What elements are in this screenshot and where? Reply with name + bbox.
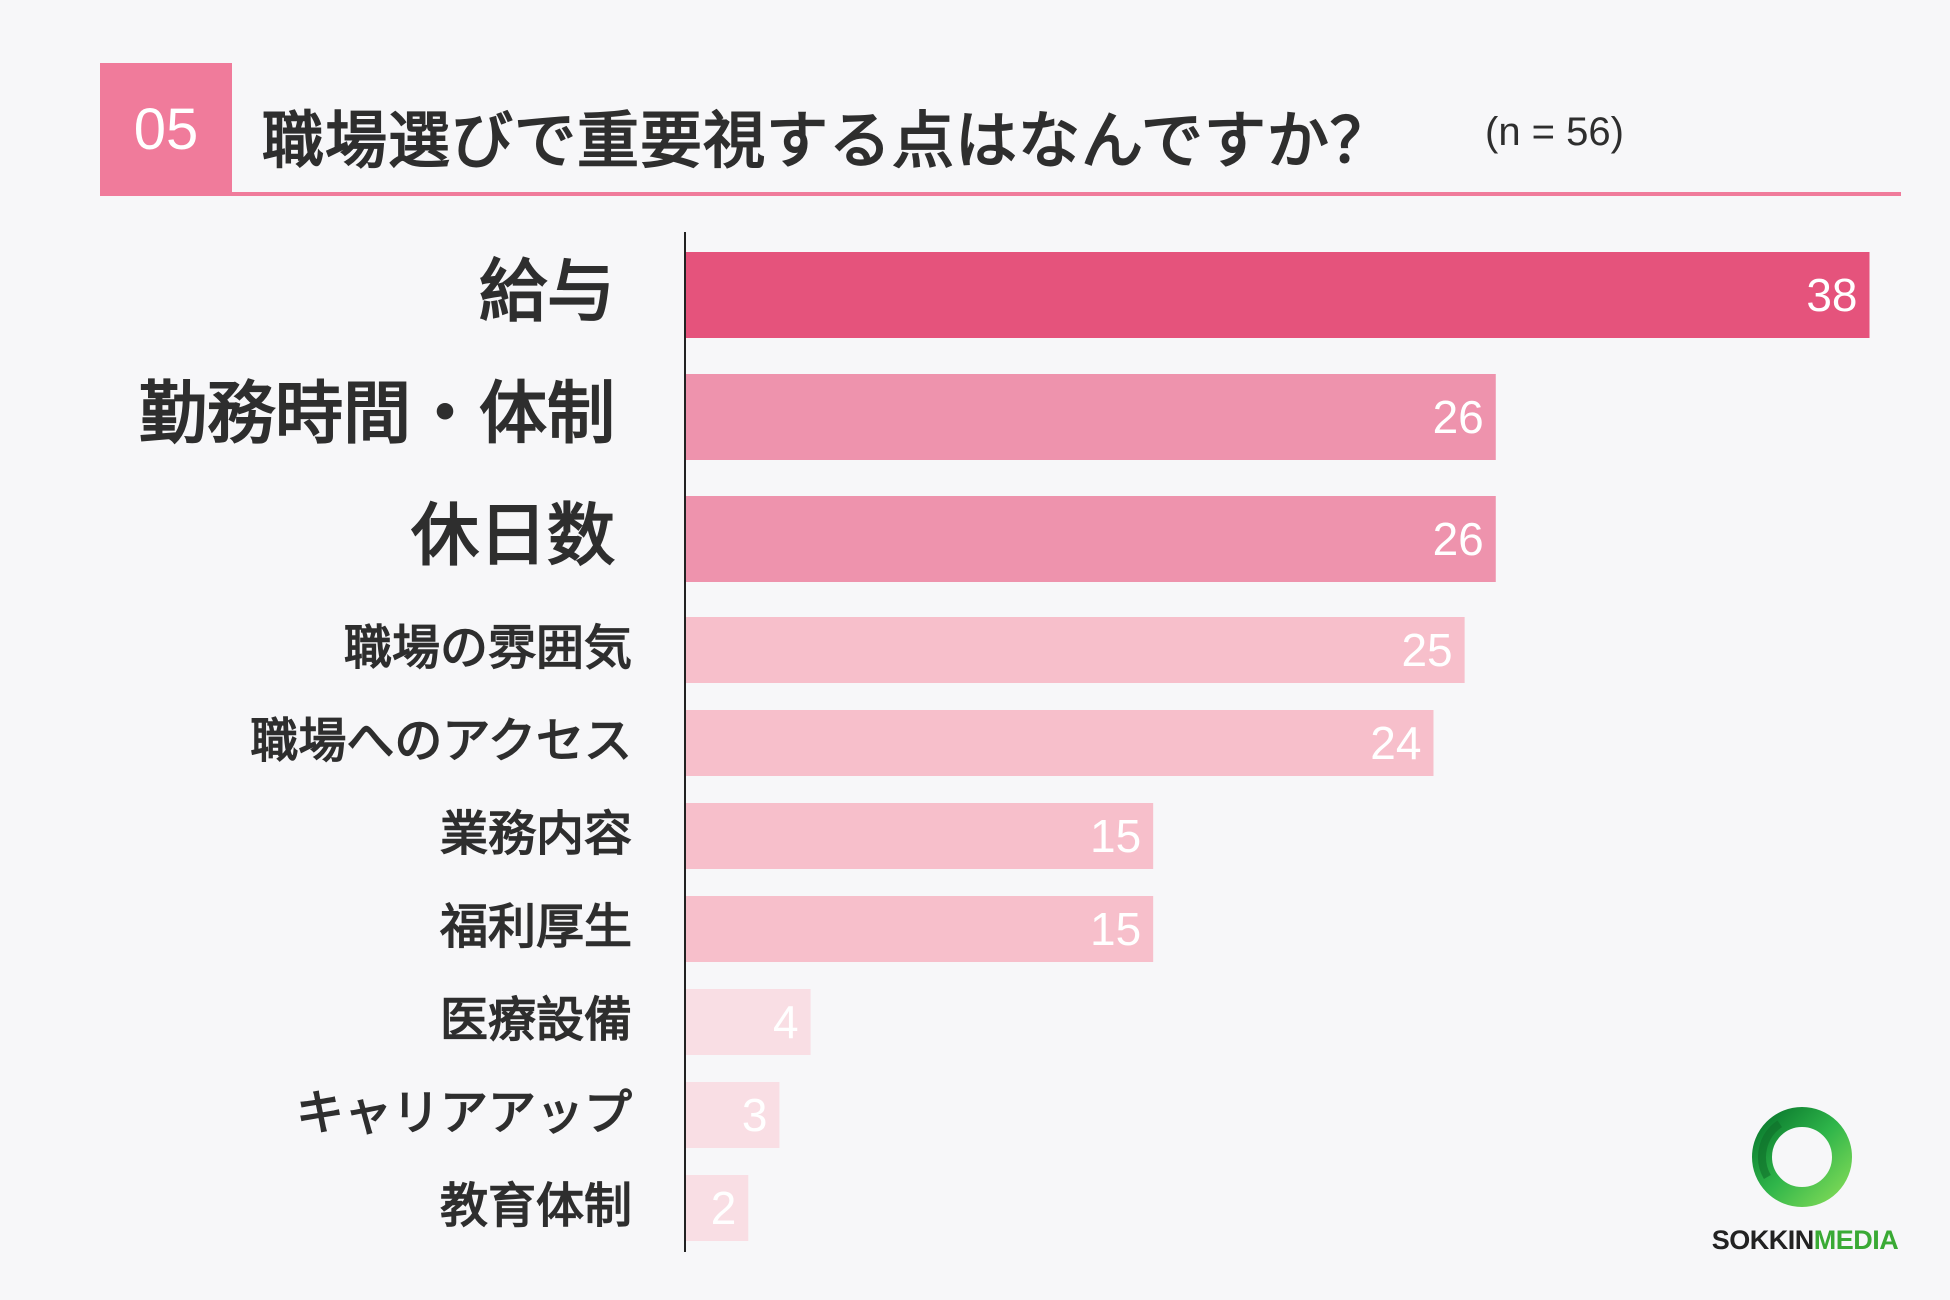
value-label-8: 4: [772, 996, 799, 1048]
logo-wordmark-part2: MEDIA: [1813, 1225, 1899, 1255]
page-title: 職場選びで重要視する点はなんですか？: [262, 104, 1393, 177]
category-label-6: 業務内容: [439, 806, 632, 862]
bar-6: [686, 803, 1154, 869]
value-label-10: 2: [710, 1182, 737, 1234]
category-axis-line: [684, 232, 686, 1252]
bar-5: [686, 710, 1434, 776]
value-label-7: 15: [1090, 903, 1142, 955]
value-label-5: 24: [1370, 717, 1422, 769]
value-label-6: 15: [1090, 810, 1142, 862]
category-label-8: 医療設備: [439, 992, 632, 1048]
value-label-3: 26: [1432, 513, 1484, 565]
bar-2: [686, 374, 1496, 460]
logo-ring-icon: [1752, 1107, 1852, 1207]
bar-8: [686, 989, 811, 1055]
logo-wordmark: SOKKINMEDIA: [1690, 1225, 1920, 1256]
category-label-4: 職場の雰囲気: [343, 620, 632, 676]
bar-10: [686, 1175, 749, 1241]
category-label-10: 教育体制: [439, 1178, 632, 1234]
sample-size: (n = 56): [1485, 110, 1624, 154]
bar-4: [686, 617, 1465, 683]
bar-3: [686, 496, 1496, 582]
value-label-4: 25: [1401, 624, 1453, 676]
value-label-2: 26: [1432, 391, 1484, 443]
category-label-9: キャリアアップ: [295, 1085, 632, 1141]
value-label-9: 3: [741, 1089, 768, 1141]
sokkin-media-logo: SOKKINMEDIA: [1690, 1105, 1920, 1265]
category-label-7: 福利厚生: [439, 899, 632, 955]
logo-wordmark-part1: SOKKIN: [1711, 1225, 1815, 1255]
bar-1: [686, 252, 1870, 338]
category-label-1: 給与: [478, 253, 615, 332]
category-label-5: 職場へのアクセス: [250, 713, 632, 769]
category-label-2: 勤務時間・体制: [138, 375, 615, 454]
category-label-3: 休日数: [410, 497, 615, 576]
title-underline: [100, 192, 1901, 196]
bar-7: [686, 896, 1154, 962]
bar-9: [686, 1082, 780, 1148]
question-number-badge: 05: [100, 63, 232, 195]
value-label-1: 38: [1806, 269, 1858, 321]
